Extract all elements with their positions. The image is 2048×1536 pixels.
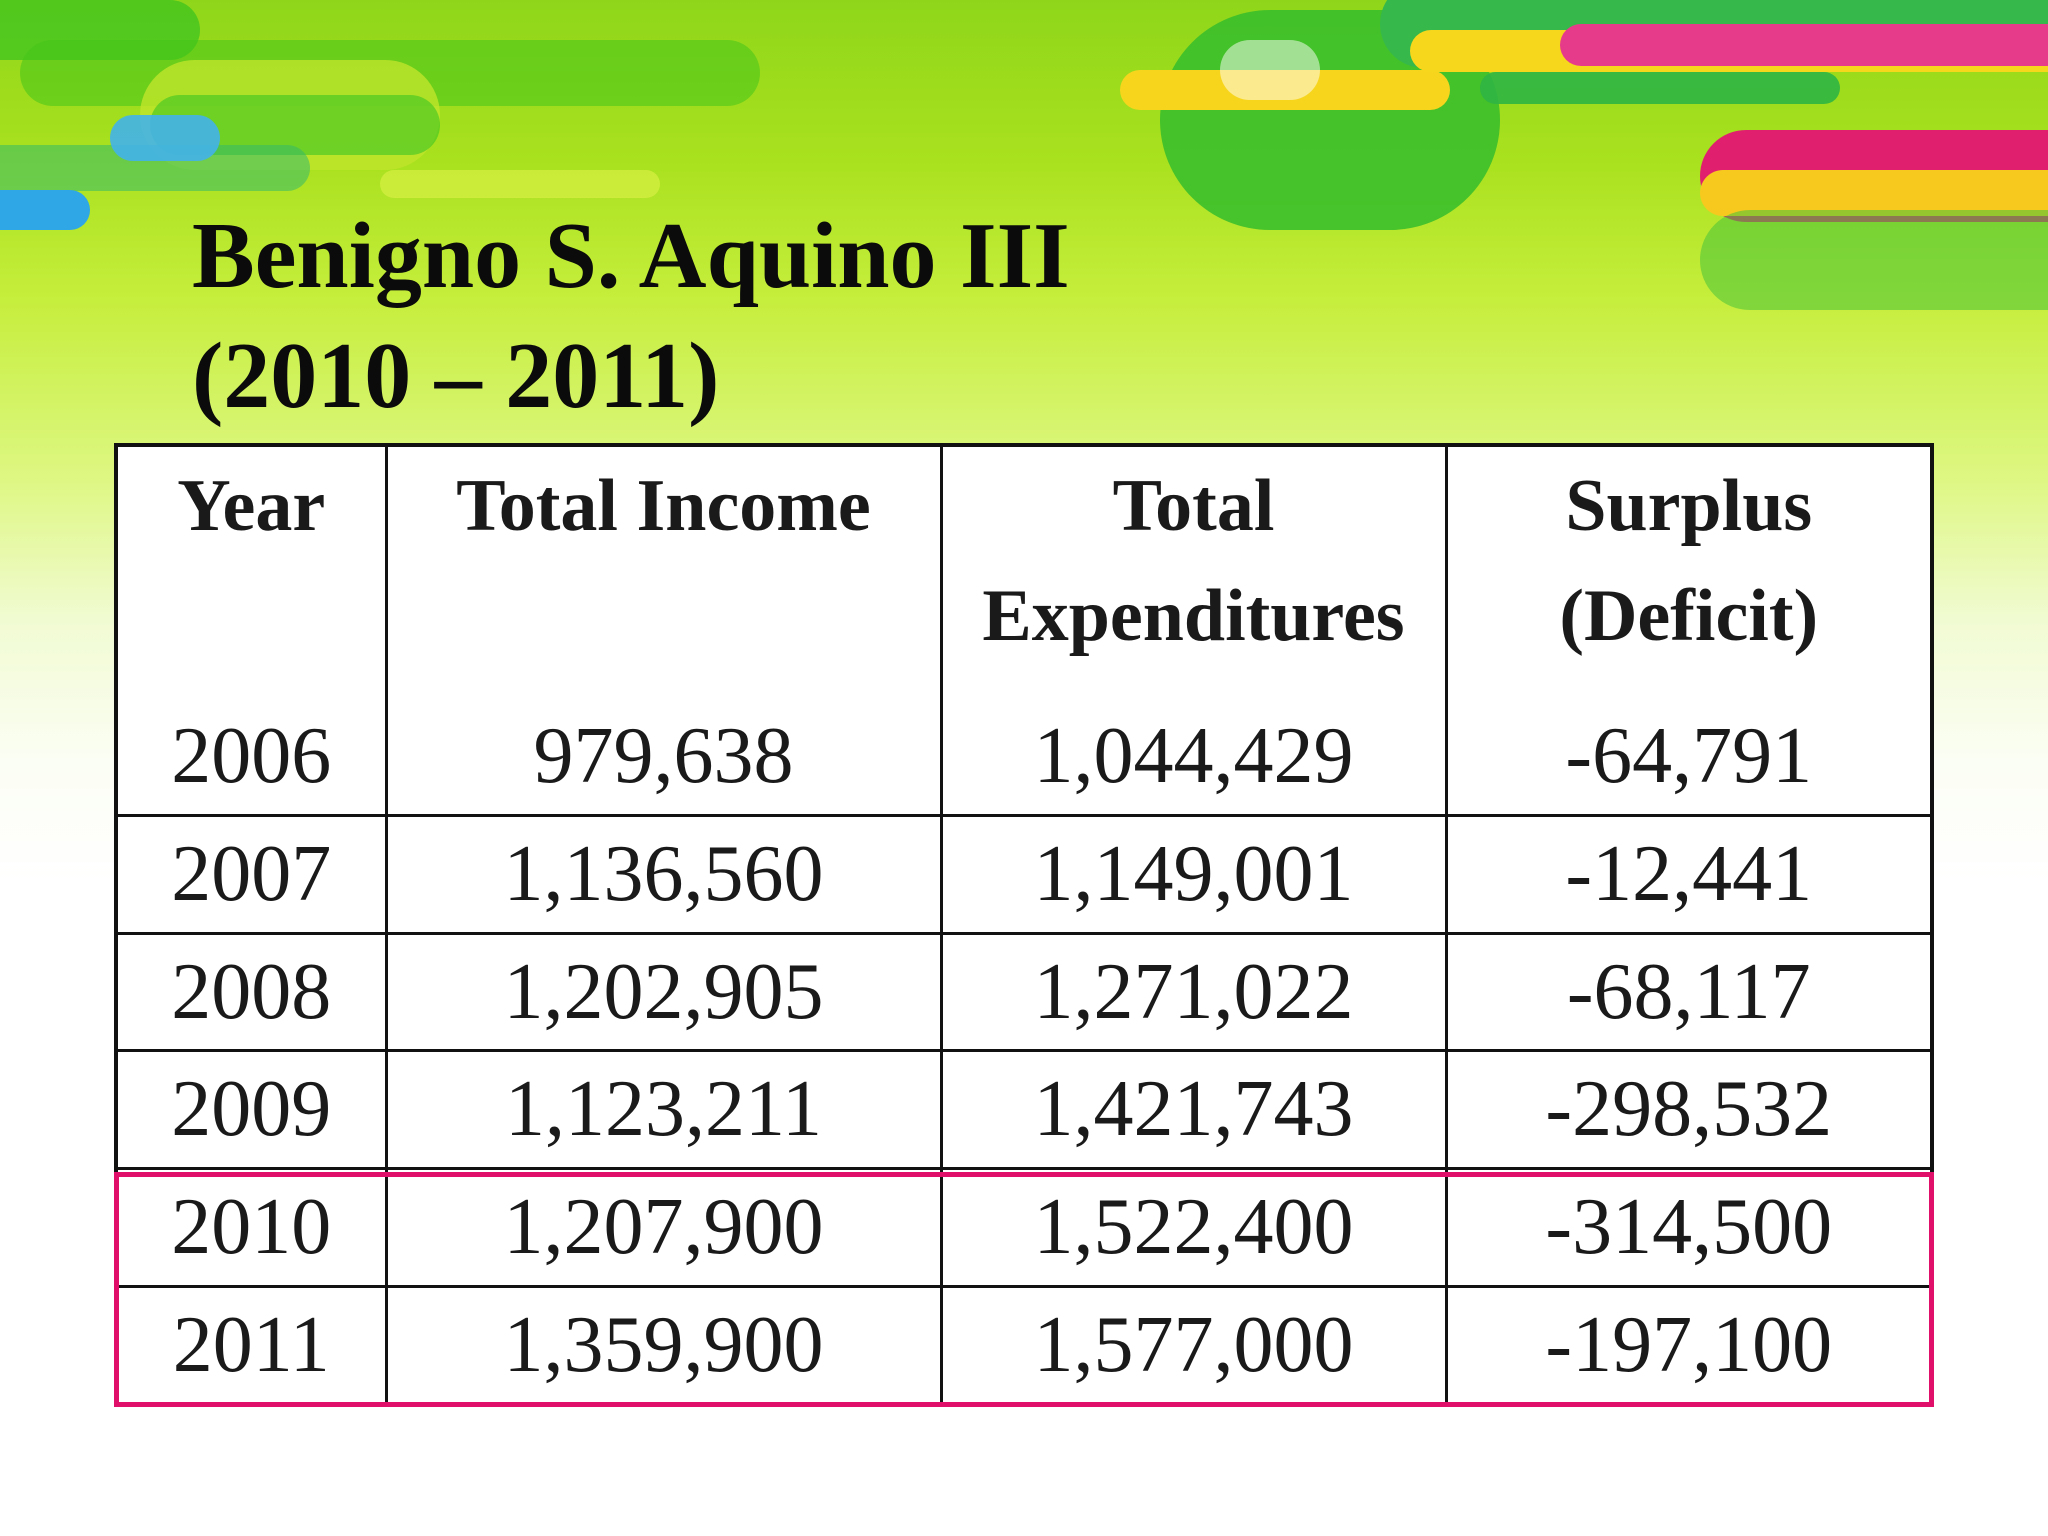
cell-total-expenditures: 1,271,022 [939, 931, 1448, 1053]
decorative-stripe [1560, 24, 2048, 66]
table-row: 2007 1,136,560 1,149,001 -12,441 [118, 813, 1930, 935]
cell-surplus-deficit: -314,500 [1444, 1167, 1930, 1289]
cell-year: 2006 [118, 699, 388, 817]
decorative-stripe [1480, 72, 1840, 104]
table-row: 2006 979,638 1,044,429 -64,791 [118, 699, 1930, 817]
cell-total-income: 1,136,560 [384, 813, 943, 935]
decorative-stripe [380, 170, 660, 198]
slide-title-line-1: Benigno S. Aquino III [192, 204, 1070, 308]
column-header-year: Year [118, 447, 388, 699]
table-row-highlighted: 2010 1,207,900 1,522,400 -314,500 [118, 1167, 1930, 1289]
cell-surplus-deficit: -64,791 [1444, 699, 1930, 817]
decorative-stripe [1700, 170, 2048, 216]
cell-total-income: 1,359,900 [384, 1285, 943, 1403]
slide-title-line-2: (2010 – 2011) [192, 324, 720, 428]
budget-table: Year Total Income Total Expenditures Sur… [118, 447, 1930, 1403]
table-header-row: Year Total Income Total Expenditures Sur… [118, 447, 1930, 699]
column-header-total-income: Total Income [384, 447, 943, 699]
cell-year: 2010 [118, 1167, 388, 1289]
cell-total-expenditures: 1,044,429 [939, 699, 1448, 817]
cell-year: 2011 [118, 1285, 388, 1403]
cell-year: 2009 [118, 1049, 388, 1171]
cell-surplus-deficit: -298,532 [1444, 1049, 1930, 1171]
cell-total-expenditures: 1,421,743 [939, 1049, 1448, 1171]
table-row-highlighted: 2011 1,359,900 1,577,000 -197,100 [118, 1285, 1930, 1403]
cell-total-income: 1,202,905 [384, 931, 943, 1053]
budget-table-frame: Year Total Income Total Expenditures Sur… [114, 443, 1934, 1407]
cell-total-income: 1,123,211 [384, 1049, 943, 1171]
table-row: 2009 1,123,211 1,421,743 -298,532 [118, 1049, 1930, 1171]
cell-total-income: 979,638 [384, 699, 943, 817]
decorative-highlight [1220, 40, 1320, 100]
cell-total-expenditures: 1,522,400 [939, 1167, 1448, 1289]
decorative-stripe [110, 115, 220, 161]
cell-year: 2008 [118, 931, 388, 1053]
cell-surplus-deficit: -68,117 [1444, 931, 1930, 1053]
cell-total-expenditures: 1,149,001 [939, 813, 1448, 935]
cell-total-income: 1,207,900 [384, 1167, 943, 1289]
cell-total-expenditures: 1,577,000 [939, 1285, 1448, 1403]
column-header-total-expenditures: Total Expenditures [939, 447, 1448, 699]
cell-surplus-deficit: -12,441 [1444, 813, 1930, 935]
table-row: 2008 1,202,905 1,271,022 -68,117 [118, 931, 1930, 1053]
cell-surplus-deficit: -197,100 [1444, 1285, 1930, 1403]
decorative-stripe [0, 190, 90, 230]
cell-year: 2007 [118, 813, 388, 935]
column-header-surplus-deficit: Surplus (Deficit) [1444, 447, 1930, 699]
decorative-stripe [1700, 210, 2048, 310]
slide-title: Benigno S. Aquino III (2010 – 2011) [192, 196, 1070, 436]
